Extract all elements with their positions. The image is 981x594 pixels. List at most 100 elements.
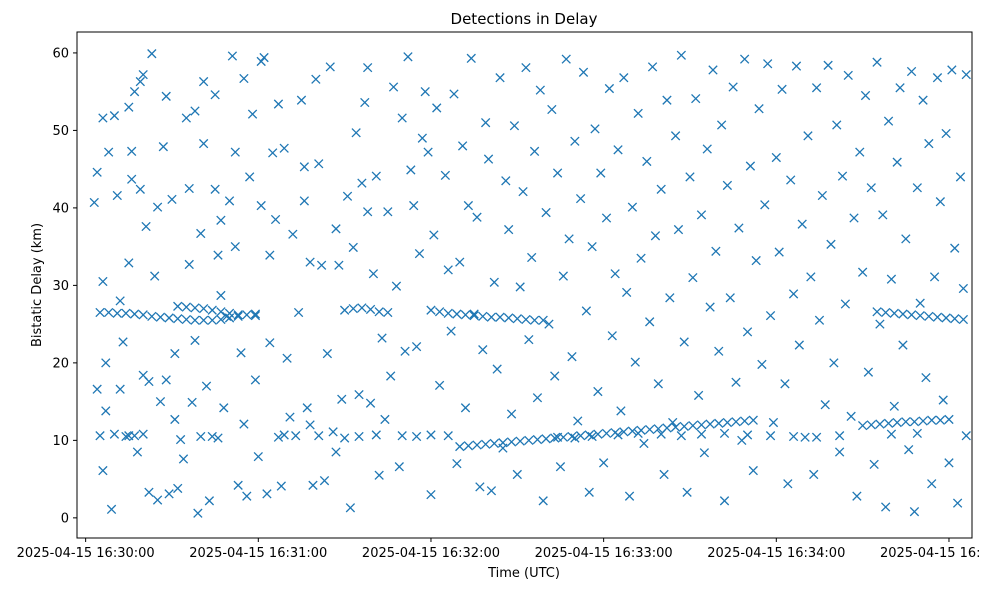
data-point <box>806 272 816 282</box>
data-point <box>138 429 148 439</box>
data-point <box>213 433 223 443</box>
data-point <box>552 432 563 442</box>
data-point <box>230 241 240 252</box>
y-tick-label: 20 <box>52 356 69 371</box>
data-point <box>875 319 885 329</box>
data-point <box>112 308 122 318</box>
data-point <box>452 309 462 319</box>
data-point <box>207 431 217 442</box>
data-point <box>95 307 105 318</box>
data-point <box>480 118 491 128</box>
data-point <box>227 51 238 61</box>
data-point <box>314 159 324 169</box>
data-point <box>368 269 379 279</box>
data-point <box>308 480 318 490</box>
data-point <box>803 131 813 141</box>
data-point <box>541 207 551 218</box>
data-point <box>855 147 865 157</box>
data-point <box>958 283 969 294</box>
data-point <box>696 210 707 220</box>
x-tick-label: 2025-04-15 16:34:00 <box>707 546 845 561</box>
data-point <box>432 103 442 113</box>
data-point <box>253 451 263 462</box>
data-point <box>302 403 312 413</box>
data-point <box>912 183 922 193</box>
data-point <box>895 83 905 93</box>
data-point <box>250 375 261 385</box>
data-point <box>898 309 908 319</box>
data-point <box>486 312 497 322</box>
data-point <box>291 431 301 441</box>
data-point <box>92 384 102 394</box>
data-point <box>446 326 456 336</box>
data-point <box>397 431 407 441</box>
data-point <box>555 462 566 472</box>
data-point <box>181 302 192 312</box>
data-point <box>101 406 111 416</box>
data-point <box>293 307 304 318</box>
data-point <box>852 491 862 501</box>
x-tick-label: 2025-04-15 16:32:00 <box>362 546 500 561</box>
data-point <box>406 165 416 175</box>
data-point <box>397 113 407 123</box>
data-point <box>337 394 347 404</box>
data-point <box>121 308 131 318</box>
data-point <box>472 212 482 222</box>
data-point <box>653 379 663 389</box>
x-tick-label: 2025-04-15 16:31:00 <box>189 546 327 561</box>
data-point <box>360 97 370 108</box>
data-point <box>299 162 310 172</box>
data-point <box>886 429 897 439</box>
data-point <box>584 430 594 440</box>
data-point <box>521 314 531 325</box>
data-point <box>512 314 522 324</box>
data-point <box>504 313 514 323</box>
data-point <box>124 431 134 441</box>
data-point <box>144 487 154 497</box>
data-point <box>748 415 758 425</box>
data-point <box>210 184 220 194</box>
data-point <box>722 417 733 428</box>
data-point <box>529 146 540 156</box>
data-point <box>478 311 488 322</box>
data-point <box>250 310 261 321</box>
data-point <box>147 311 157 322</box>
data-point <box>645 317 655 327</box>
data-point <box>98 276 108 287</box>
data-point <box>633 108 643 119</box>
data-point <box>788 431 799 442</box>
data-point <box>239 73 249 84</box>
data-point <box>213 250 223 260</box>
data-point <box>961 431 971 441</box>
data-point <box>593 386 603 397</box>
data-point <box>529 315 540 325</box>
data-point <box>716 120 727 130</box>
data-point <box>124 258 134 268</box>
data-point <box>173 483 183 494</box>
data-point <box>765 310 776 321</box>
data-point <box>840 299 851 309</box>
chart-title: Detections in Delay <box>451 10 598 28</box>
data-point <box>915 310 925 321</box>
data-point <box>196 228 206 239</box>
data-point <box>550 433 560 443</box>
data-point <box>705 419 715 429</box>
data-point <box>578 67 589 77</box>
data-point <box>941 313 951 323</box>
data-point <box>466 53 476 64</box>
data-point <box>115 384 125 394</box>
data-point <box>682 487 692 497</box>
data-point <box>455 257 465 267</box>
data-point <box>714 418 724 428</box>
data-point <box>725 293 735 303</box>
data-point <box>414 248 425 259</box>
data-point <box>164 489 174 499</box>
data-point <box>95 431 105 441</box>
data-point <box>875 419 885 429</box>
data-point <box>354 389 364 400</box>
data-point <box>901 234 911 244</box>
data-point <box>319 475 330 486</box>
data-point <box>944 414 954 425</box>
data-point <box>722 180 733 191</box>
